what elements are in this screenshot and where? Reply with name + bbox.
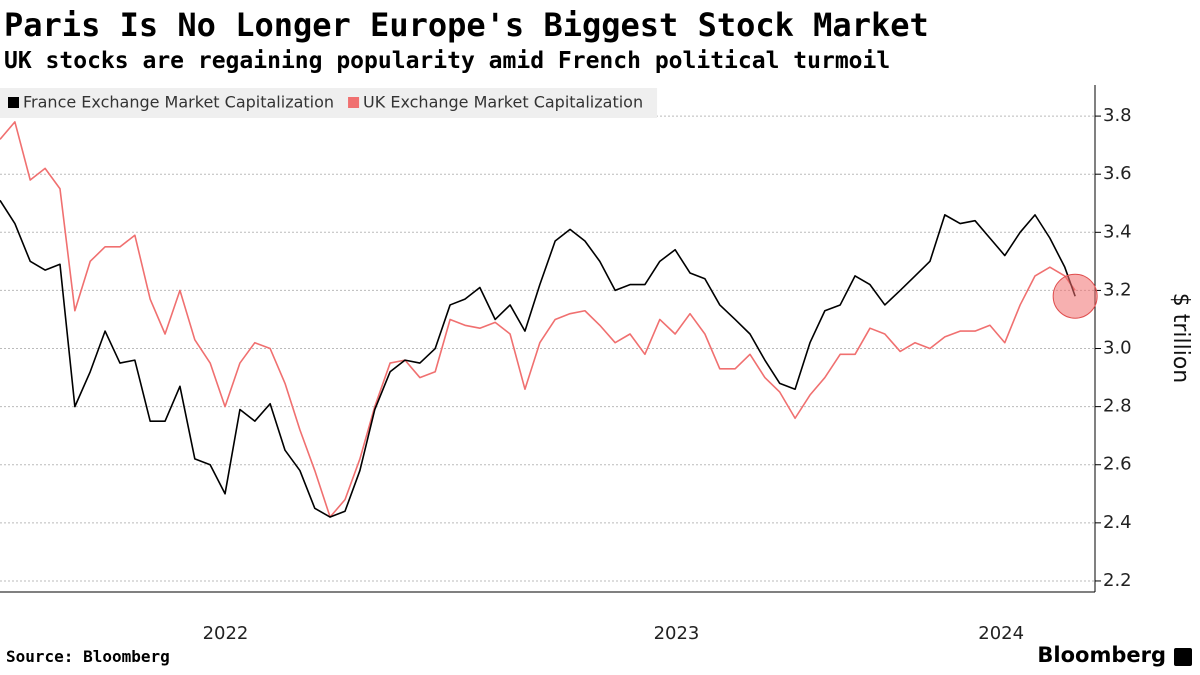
y-tick-label: 3.8 [1103,105,1132,126]
y-axis-label: $ trillion [1168,293,1193,384]
y-tick-label: 2.4 [1103,512,1132,533]
x-tick-label: 2023 [654,623,700,644]
x-tick-label: 2024 [978,623,1024,644]
series-line [0,199,1076,518]
series-line [0,121,1076,518]
y-tick-label: 2.8 [1103,396,1132,417]
legend: France Exchange Market Capitalization UK … [0,88,658,118]
highlight-circle [1052,273,1098,319]
y-tick-label: 3.2 [1103,279,1132,300]
brand-icon [1174,648,1192,666]
legend-swatch [348,97,360,108]
legend-label: UK Exchange Market Capitalization [363,93,643,112]
chart-title: Paris Is No Longer Europe's Biggest Stoc… [4,6,929,44]
chart-subtitle: UK stocks are regaining popularity amid … [4,48,890,74]
legend-label: France Exchange Market Capitalization [23,93,334,112]
y-tick-label: 3.6 [1103,163,1132,184]
legend-swatch [8,97,19,108]
y-tick-label: 2.6 [1103,454,1132,475]
y-tick-label: 2.2 [1103,570,1132,591]
y-tick-label: 3.4 [1103,221,1132,242]
y-tick-label: 3.0 [1103,338,1132,359]
brand-logo: Bloomberg [1037,643,1166,667]
source: Source: Bloomberg [6,647,170,666]
legend-background [0,88,658,118]
x-tick-label: 2022 [203,623,249,644]
